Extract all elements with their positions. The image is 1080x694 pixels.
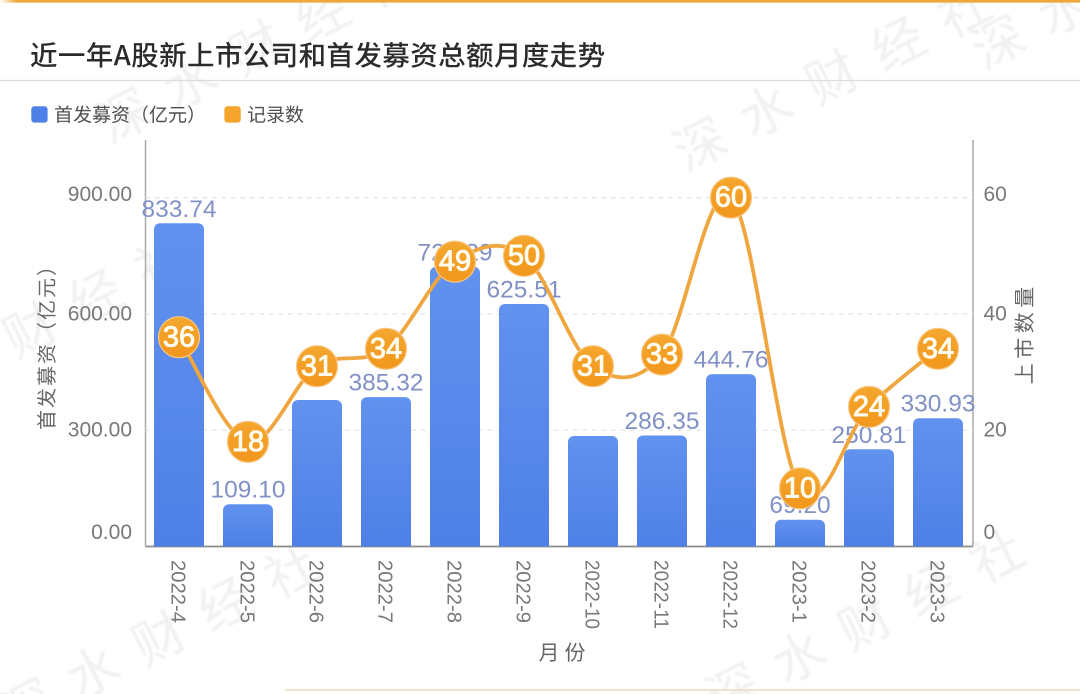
svg-text:286.35: 286.35 (625, 408, 700, 435)
svg-text:2022-5: 2022-5 (236, 560, 259, 623)
svg-text:31: 31 (577, 350, 609, 382)
svg-text:60: 60 (984, 183, 1007, 206)
svg-text:2023-1: 2023-1 (788, 560, 811, 623)
svg-text:60: 60 (715, 182, 747, 214)
svg-text:625.51: 625.51 (487, 277, 562, 304)
svg-text:0.00: 0.00 (91, 521, 132, 544)
svg-text:444.76: 444.76 (694, 347, 769, 374)
svg-text:0: 0 (984, 521, 996, 544)
svg-text:2022-6: 2022-6 (305, 560, 328, 623)
svg-text:2022-7: 2022-7 (374, 560, 397, 623)
svg-text:20: 20 (984, 419, 1007, 442)
svg-text:2022-8: 2022-8 (443, 560, 466, 623)
svg-text:50: 50 (508, 240, 540, 272)
svg-text:24: 24 (853, 391, 885, 423)
svg-text:31: 31 (301, 350, 333, 382)
svg-text:2022-12: 2022-12 (719, 560, 742, 629)
svg-text:33: 33 (646, 339, 678, 371)
svg-text:40: 40 (984, 303, 1007, 326)
svg-text:2022-11: 2022-11 (650, 560, 673, 629)
svg-text:36: 36 (163, 321, 195, 353)
svg-text:34: 34 (922, 333, 954, 365)
svg-text:600.00: 600.00 (68, 303, 132, 326)
svg-text:10: 10 (784, 473, 816, 505)
svg-text:833.74: 833.74 (142, 196, 217, 223)
svg-text:2023-3: 2023-3 (926, 560, 949, 623)
svg-text:900.00: 900.00 (68, 183, 132, 206)
svg-text:34: 34 (370, 333, 402, 365)
svg-text:18: 18 (232, 426, 264, 458)
svg-text:2022-10: 2022-10 (581, 560, 604, 629)
svg-text:2022-9: 2022-9 (512, 560, 535, 623)
svg-text:2022-4: 2022-4 (167, 560, 190, 623)
svg-text:330.93: 330.93 (901, 391, 976, 418)
svg-text:2023-2: 2023-2 (857, 560, 880, 623)
svg-text:300.00: 300.00 (68, 419, 132, 442)
svg-text:109.10: 109.10 (211, 477, 286, 504)
svg-text:49: 49 (439, 246, 471, 278)
svg-text:385.32: 385.32 (349, 370, 424, 397)
